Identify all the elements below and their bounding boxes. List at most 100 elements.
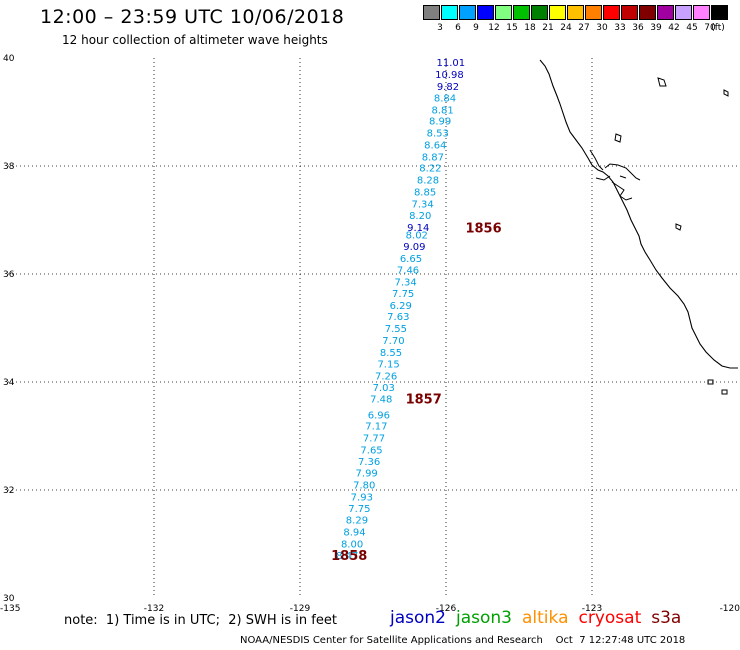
altimeter-track: 11.0110.989.828.848.818.998.538.648.878.… — [336, 58, 465, 562]
swh-value: 8.85 — [414, 187, 436, 198]
color-swatch — [459, 5, 476, 20]
swh-value: 8.64 — [424, 140, 446, 151]
color-swatch — [477, 5, 494, 20]
color-swatch — [549, 5, 566, 20]
swh-value: 8.94 — [343, 528, 365, 539]
legend-altika: altika — [522, 608, 569, 628]
color-swatch — [423, 5, 440, 20]
swh-value: 8.55 — [380, 348, 402, 359]
pass-time-label: 1856 — [465, 222, 501, 237]
swh-value: 9.82 — [437, 82, 459, 93]
swh-value: 8.47 — [336, 551, 358, 562]
color-scale-label: 9 — [473, 23, 479, 33]
color-swatch — [639, 5, 656, 20]
color-swatch — [621, 5, 638, 20]
lat-tick-label: 38 — [3, 162, 15, 172]
color-swatch — [693, 5, 710, 20]
swh-value: 8.28 — [417, 176, 439, 187]
swh-value: 9.14 — [407, 223, 429, 234]
color-swatch — [567, 5, 584, 20]
lat-tick-label: 40 — [3, 54, 15, 64]
color-swatch — [441, 5, 458, 20]
swh-value: 8.53 — [427, 129, 449, 140]
swh-value: 8.99 — [429, 117, 451, 128]
pass-time-label: 1858 — [331, 549, 367, 564]
color-scale-label: 42 — [668, 23, 680, 33]
swh-value: 8.81 — [431, 105, 453, 116]
color-scale-unit: (ft) — [711, 23, 725, 33]
lon-tick-label: -132 — [144, 604, 164, 614]
color-swatch — [513, 5, 530, 20]
california-coastline — [539, 59, 738, 369]
credit-line: NOAA/NESDIS Center for Satellite Applica… — [240, 635, 686, 646]
swh-value: 7.93 — [351, 492, 373, 503]
swh-value: 6.29 — [390, 301, 412, 312]
swh-value: 6.65 — [400, 254, 422, 265]
swh-value: 7.70 — [382, 336, 404, 347]
color-scale-label: 15 — [506, 23, 518, 33]
swh-value: 11.01 — [437, 58, 466, 69]
color-scale-label: 70 — [704, 23, 716, 33]
color-scale-label: 39 — [650, 23, 662, 33]
swh-value: 7.63 — [387, 312, 409, 323]
swh-value: 7.26 — [375, 372, 397, 383]
swh-value: 6.96 — [368, 410, 390, 421]
swh-value: 7.48 — [370, 395, 392, 406]
swh-value: 7.77 — [363, 434, 385, 445]
lat-tick-label: 32 — [3, 486, 14, 496]
color-scale-label: 27 — [578, 23, 590, 33]
swh-value: 7.34 — [412, 199, 434, 210]
color-scale-label: 36 — [632, 23, 644, 33]
swh-value: 7.36 — [358, 457, 380, 468]
swh-value: 8.22 — [419, 164, 441, 175]
lon-tick-label: -123 — [582, 604, 602, 614]
swh-value: 8.84 — [434, 93, 456, 104]
legend-jason3: jason3 — [456, 608, 512, 628]
lat-tick-label: 36 — [3, 270, 15, 280]
color-scale-label: 33 — [614, 23, 626, 33]
lat-tick-label: 34 — [3, 378, 15, 388]
swh-value: 7.15 — [377, 360, 399, 371]
satellite-legend: jason2 jason3 altika cryosat s3a — [390, 608, 691, 628]
color-swatch — [675, 5, 692, 20]
pass-time-label: 1857 — [406, 393, 442, 408]
color-scale-legend: 3 6 9 12 15 18 21 24 27 30 33 36 39 42 45 70 (ft) — [423, 5, 733, 39]
lon-tick-label: -120 — [720, 604, 740, 614]
lon-tick-label: -135 — [0, 604, 20, 614]
lon-tick-label: -129 — [290, 604, 311, 614]
swh-value: 8.87 — [422, 152, 444, 163]
coastline — [539, 59, 738, 395]
color-scale-label: 12 — [488, 23, 500, 33]
lake-outlines — [614, 77, 729, 231]
color-swatch — [711, 5, 728, 20]
swh-value: 7.65 — [360, 446, 382, 457]
color-scale-label: 21 — [542, 23, 554, 33]
swh-value: 8.00 — [341, 539, 363, 550]
san-francisco-bay — [604, 163, 641, 201]
color-scale-label: 24 — [560, 23, 572, 33]
color-scale-label: 45 — [686, 23, 698, 33]
swh-value: 7.75 — [348, 504, 370, 515]
chart-title: 12:00 – 23:59 UTC 10/06/2018 — [40, 6, 345, 28]
swh-value: 7.99 — [356, 469, 378, 480]
swh-value: 8.02 — [406, 231, 428, 242]
color-swatch — [495, 5, 512, 20]
legend-cryosat: cryosat — [578, 608, 642, 628]
swh-value: 7.75 — [392, 289, 414, 300]
color-scale-label: 30 — [596, 23, 608, 33]
channel-islands — [707, 379, 728, 395]
swh-value: 10.98 — [435, 70, 464, 81]
pass-time-labels: 1856 1857 1858 — [331, 222, 502, 564]
note-text: note: 1) Time is in UTC; 2) SWH is in fe… — [64, 613, 337, 628]
swh-value: 7.55 — [385, 324, 407, 335]
color-swatch — [603, 5, 620, 20]
swh-value: 9.09 — [403, 242, 425, 253]
legend-s3a: s3a — [651, 608, 682, 628]
lon-tick-label: -126 — [436, 604, 457, 614]
color-swatch — [657, 5, 674, 20]
color-scale-label: 3 — [437, 23, 443, 33]
swh-value: 8.20 — [409, 211, 431, 222]
swh-value: 7.46 — [397, 266, 419, 277]
swh-value: 8.29 — [346, 516, 368, 527]
